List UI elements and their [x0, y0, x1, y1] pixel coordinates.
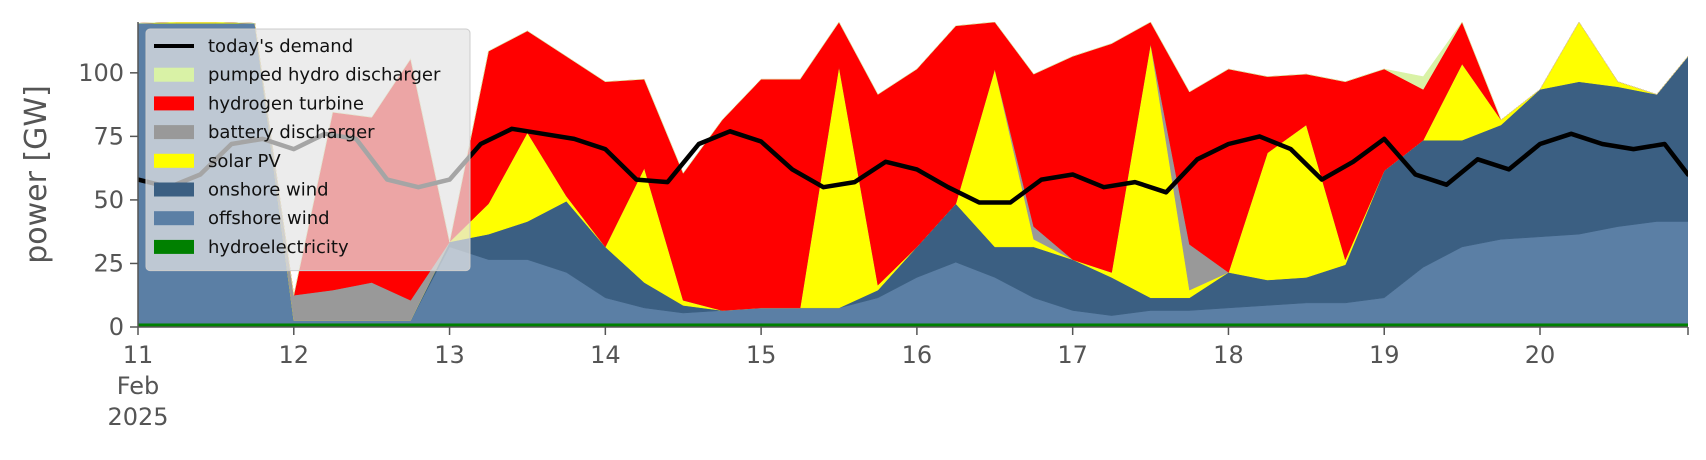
- x-tick-label: 12: [279, 341, 310, 369]
- x-tick-label: 14: [590, 341, 621, 369]
- legend-marker-hydroelectricity: [154, 239, 194, 254]
- legend: today's demand pumped hydro discharger hyd…: [145, 28, 471, 272]
- legend-marker-hydrogen-turbine: [154, 96, 194, 111]
- legend-label-battery-discharger: battery discharger: [208, 122, 375, 143]
- y-tick-label: 75: [93, 122, 124, 150]
- legend-label-hydrogen-turbine: hydrogen turbine: [208, 93, 364, 114]
- legend-marker-pumped-hydro-discharger: [154, 67, 194, 82]
- legend-label-solar-pv: solar PV: [208, 151, 281, 172]
- legend-marker-offshore-wind: [154, 211, 194, 226]
- x-tick-label: 16: [902, 341, 933, 369]
- x-tick-label: 19: [1369, 341, 1400, 369]
- axes: 0 25 50 75 100 11 Feb 2025 12 13 14 15 16 17 18 19 20 pow…: [19, 22, 1689, 431]
- legend-marker-battery-discharger: [154, 125, 194, 140]
- y-tick-label: 50: [93, 186, 124, 214]
- legend-label-onshore-wind: onshore wind: [208, 180, 329, 201]
- y-axis-title: power [GW]: [19, 85, 54, 264]
- area-pumped-hydro-discharger: [138, 22, 1688, 296]
- x-tick-sublabel: 2025: [107, 403, 168, 431]
- y-tick-label: 0: [109, 313, 124, 341]
- legend-label-hydroelectricity: hydroelectricity: [208, 237, 349, 258]
- x-tick-label: 15: [746, 341, 777, 369]
- x-tick-label: 17: [1057, 341, 1088, 369]
- x-tick-label: 20: [1525, 341, 1556, 369]
- legend-marker-onshore-wind: [154, 182, 194, 197]
- legend-label-offshore-wind: offshore wind: [208, 208, 330, 229]
- y-tick-label: 100: [78, 59, 124, 87]
- x-tick-sublabel: Feb: [117, 372, 160, 400]
- legend-label-pumped-hydro-discharger: pumped hydro discharger: [208, 65, 441, 86]
- legend-box: [145, 28, 471, 272]
- x-tick-label: 18: [1213, 341, 1244, 369]
- y-tick-label: 25: [93, 249, 124, 277]
- x-tick-label: 11: [123, 341, 154, 369]
- legend-label-today-s-demand: today's demand: [208, 36, 353, 57]
- x-tick-label: 13: [434, 341, 465, 369]
- legend-marker-solar-pv: [154, 153, 194, 168]
